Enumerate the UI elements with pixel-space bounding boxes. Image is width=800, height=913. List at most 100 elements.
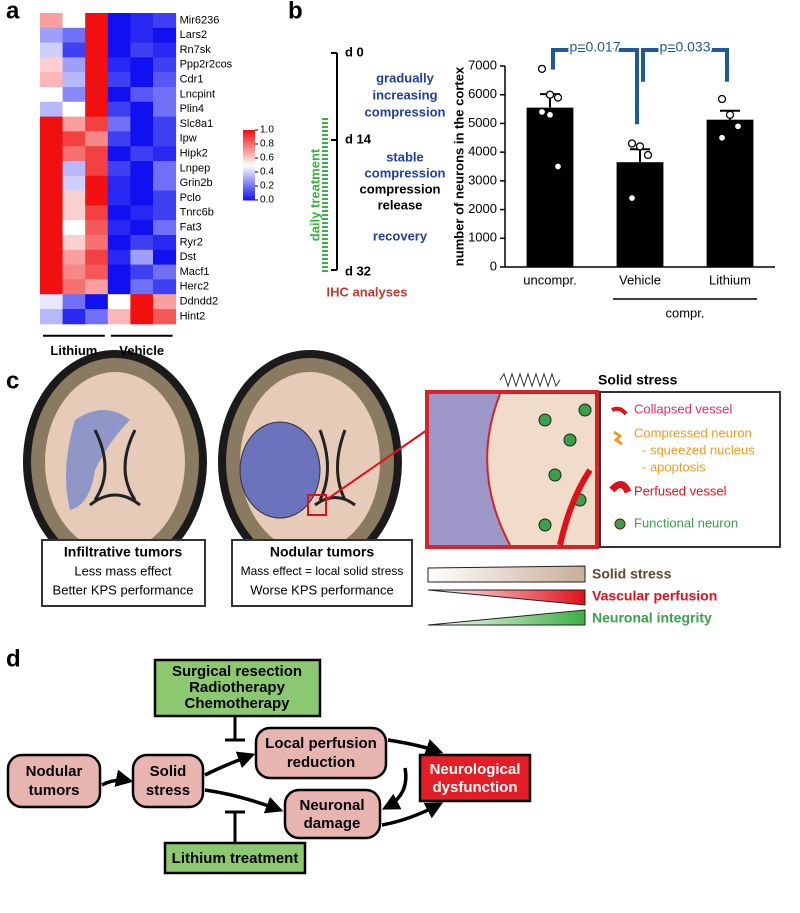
colorbar-step bbox=[243, 158, 255, 161]
legend-icon bbox=[611, 406, 628, 416]
heatmap-cell bbox=[62, 249, 86, 266]
colorbar-step bbox=[243, 154, 255, 157]
heatmap-cell bbox=[85, 235, 109, 251]
legend-item: Collapsed vessel bbox=[634, 401, 732, 416]
colorbar-step bbox=[243, 145, 255, 148]
heatmap-cell bbox=[40, 131, 64, 147]
heatmap-cell bbox=[62, 146, 86, 162]
heatmap-cell bbox=[85, 205, 109, 221]
colorbar-step bbox=[243, 130, 255, 133]
colorbar-step bbox=[243, 172, 255, 175]
heatmap-cell bbox=[85, 146, 109, 162]
zoom-region bbox=[307, 494, 327, 516]
heatmap-cell bbox=[85, 264, 109, 280]
heatmap-cell bbox=[62, 116, 86, 132]
data-point bbox=[545, 90, 555, 99]
heatmap-cell bbox=[130, 235, 154, 251]
colorbar-label: 1.0 bbox=[260, 125, 274, 136]
heatmap-cell bbox=[85, 294, 109, 310]
node-text: Neuronal bbox=[299, 797, 364, 814]
heatmap-cell bbox=[40, 146, 64, 162]
heatmap-cell bbox=[107, 146, 131, 162]
colorbar-step bbox=[243, 179, 255, 182]
significance-bracket bbox=[551, 48, 639, 125]
inhibit bbox=[225, 716, 245, 742]
p-value: p=0.033 bbox=[660, 39, 711, 55]
heatmap-cell bbox=[153, 116, 177, 132]
heatmap-cell bbox=[62, 205, 86, 221]
box-line: Worse KPS performance bbox=[250, 582, 394, 597]
heatmap-cell bbox=[40, 161, 64, 177]
heatmap-cell bbox=[40, 116, 64, 132]
heatmap-cell bbox=[85, 57, 109, 73]
treatment-text: Lithium treatment bbox=[172, 850, 299, 867]
heatmap-cell bbox=[107, 57, 131, 73]
data-point bbox=[537, 107, 547, 117]
colorbar-step bbox=[243, 186, 255, 189]
heatmap-cell bbox=[153, 42, 177, 58]
day: d 14 bbox=[345, 131, 372, 146]
row-label: Ddndd2 bbox=[180, 296, 219, 308]
heatmap-cell bbox=[107, 101, 131, 118]
heatmap-cell bbox=[85, 27, 109, 44]
heatmap-cell bbox=[85, 87, 109, 103]
data-point bbox=[725, 110, 735, 119]
colorbar-step bbox=[243, 131, 255, 134]
heatmap-cell bbox=[40, 42, 64, 58]
colorbar-step bbox=[243, 184, 255, 187]
gradient-bar bbox=[427, 565, 586, 583]
row-label: Pclo bbox=[180, 192, 201, 204]
row-label: Lncpint bbox=[180, 88, 215, 100]
colorbar-step bbox=[243, 170, 255, 173]
neuron bbox=[563, 433, 577, 447]
vessel bbox=[557, 468, 593, 546]
treatment-box bbox=[153, 658, 322, 718]
heatmap-cell bbox=[62, 309, 86, 325]
row-label: Fat3 bbox=[180, 222, 202, 234]
heatmap-cell bbox=[153, 279, 177, 295]
arrow bbox=[381, 802, 444, 827]
colorbar-step bbox=[243, 159, 255, 162]
heatmap-cell bbox=[40, 27, 64, 44]
phase: recovery bbox=[373, 228, 428, 243]
y-tick-label: 0 bbox=[490, 258, 497, 273]
heatmap-cell bbox=[130, 264, 154, 280]
heatmap-cell bbox=[85, 72, 109, 88]
heatmap-cell bbox=[153, 249, 177, 266]
panel-c: Infiltrative tumors Less mass effect Bet… bbox=[23, 350, 781, 626]
colorbar-step bbox=[243, 189, 255, 192]
colorbar-step bbox=[243, 140, 255, 143]
heatmap-cell bbox=[107, 279, 131, 295]
colorbar-step bbox=[243, 196, 255, 199]
panel-label: d bbox=[6, 645, 21, 672]
legend-icon bbox=[609, 481, 632, 494]
heatmap-cell bbox=[62, 27, 86, 44]
heatmap-cell bbox=[62, 175, 86, 192]
gradient-label: Vascular perfusion bbox=[592, 588, 717, 604]
heatmap-cell bbox=[130, 190, 154, 206]
heatmap-cell bbox=[107, 161, 131, 177]
gradient-label: Neuronal integrity bbox=[592, 610, 712, 626]
heatmap-cell bbox=[130, 72, 154, 88]
day: d 0 bbox=[345, 44, 364, 59]
node-text: reduction bbox=[287, 754, 355, 771]
heatmap-cell bbox=[130, 175, 154, 192]
heatmap-cell bbox=[62, 235, 86, 251]
data-point bbox=[627, 139, 637, 148]
heatmap-cell bbox=[85, 116, 109, 132]
colorbar-label: 0.2 bbox=[260, 181, 274, 192]
node bbox=[418, 753, 532, 803]
colorbar-step bbox=[243, 194, 255, 197]
phase: stable bbox=[386, 149, 424, 164]
colorbar-step bbox=[243, 198, 255, 201]
data-point bbox=[627, 193, 637, 203]
neurons bbox=[538, 403, 592, 532]
infiltrative-tumor bbox=[66, 410, 130, 510]
y-axis-label: number of neurons in the cortex bbox=[451, 66, 466, 266]
heatmap-cell bbox=[85, 161, 109, 177]
node-text: tumors bbox=[29, 782, 80, 799]
heatmap-cell bbox=[62, 294, 86, 310]
heatmap-cell bbox=[130, 205, 154, 221]
